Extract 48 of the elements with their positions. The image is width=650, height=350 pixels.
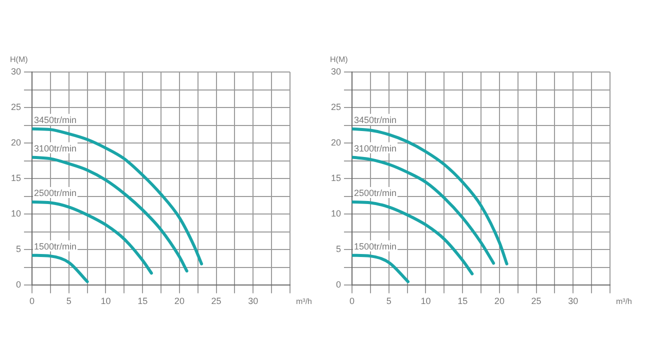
series-label: 3450tr/min xyxy=(354,114,397,125)
y-tick-label: 5 xyxy=(336,244,342,254)
y-tick-label: 30 xyxy=(330,66,342,76)
line-series xyxy=(32,127,204,266)
x-tick-label: 30 xyxy=(568,296,578,306)
y-tick-label: 10 xyxy=(330,208,342,219)
y-tick-label: 0 xyxy=(16,280,22,290)
line-series xyxy=(32,156,188,272)
line-series xyxy=(32,254,89,284)
y-axis-title: H(M) xyxy=(330,55,348,64)
y-tick-label: 30 xyxy=(10,66,22,76)
y-axis-title: H(M) xyxy=(10,55,28,64)
y-tick-label: 20 xyxy=(330,138,342,148)
y-tick-label: 25 xyxy=(330,102,342,112)
x-axis-title: m³/h xyxy=(296,297,312,306)
y-tick-label: 5 xyxy=(16,244,22,254)
x-tick-label: 10 xyxy=(100,296,111,306)
y-tick-label: 20 xyxy=(10,138,22,148)
y-tick-label: 25 xyxy=(10,102,22,112)
series-label: 3100tr/min xyxy=(34,143,77,154)
series-label: 2500tr/min xyxy=(34,188,77,198)
y-tick-label: 10 xyxy=(10,208,22,219)
x-tick-label: 0 xyxy=(350,296,355,306)
line-series xyxy=(352,200,474,276)
x-tick-label: 30 xyxy=(248,296,258,306)
series-label: 3100tr/min xyxy=(354,143,397,154)
y-tick-label: 15 xyxy=(330,173,342,184)
x-tick-label: 25 xyxy=(531,296,542,306)
line-series xyxy=(352,127,508,266)
y-tick-label: 15 xyxy=(10,173,22,184)
line-series xyxy=(32,200,153,275)
x-tick-label: 20 xyxy=(494,296,504,306)
x-tick-label: 25 xyxy=(211,296,222,306)
y-tick-label: 0 xyxy=(336,280,342,290)
series-label: 3450tr/min xyxy=(34,114,77,125)
x-tick-label: 10 xyxy=(420,296,431,306)
series-label: 2500tr/min xyxy=(354,188,397,198)
x-tick-label: 20 xyxy=(174,296,184,306)
series-label: 1500tr/min xyxy=(34,241,77,252)
x-tick-label: 15 xyxy=(458,296,468,306)
line-series xyxy=(352,254,410,284)
line-series xyxy=(352,156,496,265)
series-label: 1500tr/min xyxy=(354,241,397,252)
x-tick-label: 5 xyxy=(66,296,72,306)
x-tick-label: 0 xyxy=(30,296,35,306)
x-axis-title: m³/h xyxy=(616,297,632,306)
x-tick-label: 5 xyxy=(386,296,392,306)
x-tick-label: 15 xyxy=(138,296,148,306)
